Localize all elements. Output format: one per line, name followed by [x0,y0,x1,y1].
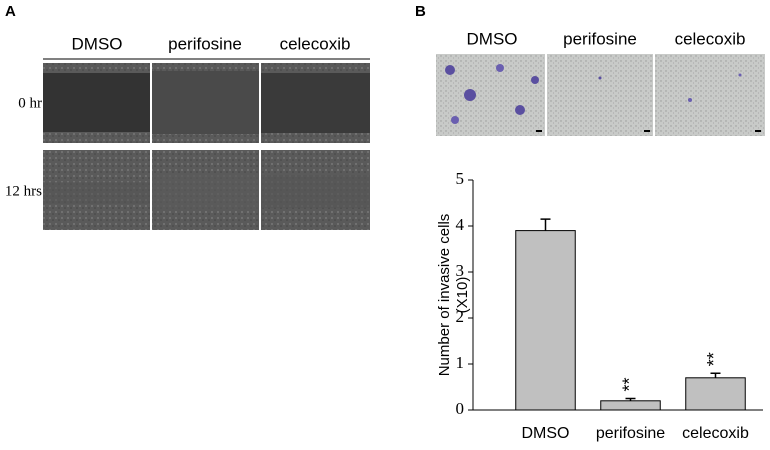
column-header: celecoxib [280,34,351,53]
y-axis-label: (X10) [454,277,471,314]
error-bar [625,397,636,401]
significance-label: ** [704,352,724,366]
invasion-images [436,54,765,136]
column-header: DMSO [467,29,518,48]
error-bar [710,372,721,378]
y-axis-label: Number of invasive cells [436,214,453,377]
x-tick-label: DMSO [522,425,570,442]
error-bar [540,218,551,231]
x-tick-label: perifosine [596,425,665,442]
column-header: celecoxib [675,29,746,48]
row-label: 0 hr [18,95,42,111]
row-label: 12 hrs [5,183,42,199]
column-header: perifosine [168,34,242,53]
wound-images [43,63,370,230]
bar [600,400,661,411]
y-tick-label: 1 [456,353,465,372]
column-header: DMSO [72,34,123,53]
y-tick-label: 4 [456,215,465,234]
panel-label: B [415,3,426,20]
panel-label: A [5,3,16,20]
y-tick-label: 5 [456,169,465,188]
y-tick-label: 2 [456,307,465,326]
x-tick-label: celecoxib [682,425,749,442]
y-tick-label: 3 [456,261,465,280]
column-header: perifosine [563,29,637,48]
significance-label: ** [619,377,639,391]
bar [685,377,746,411]
bar [515,230,576,411]
y-tick-label: 0 [456,399,465,418]
